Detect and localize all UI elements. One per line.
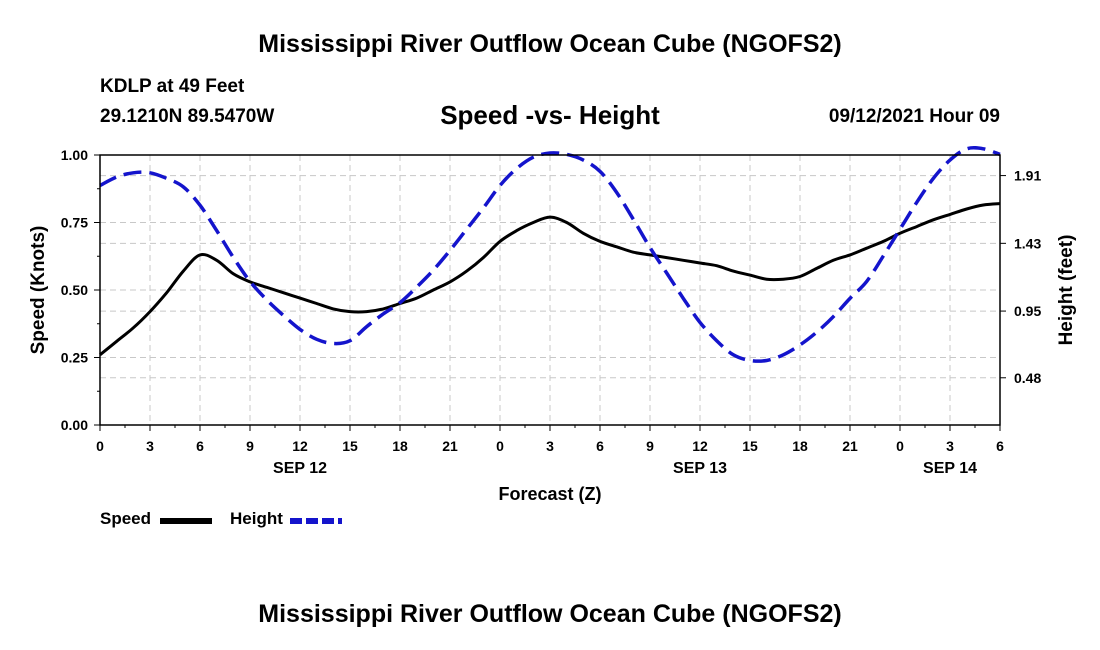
x-tick-label: 6 bbox=[596, 438, 604, 454]
x-tick-label: 3 bbox=[946, 438, 954, 454]
y2-tick-label: 0.48 bbox=[1014, 370, 1041, 386]
y-tick-label: 0.50 bbox=[61, 282, 88, 298]
x-tick-label: 6 bbox=[996, 438, 1004, 454]
legend-speed-label: Speed bbox=[100, 509, 152, 528]
x-tick-label: 0 bbox=[896, 438, 904, 454]
x-tick-label: 6 bbox=[196, 438, 204, 454]
x-tick-label: 9 bbox=[646, 438, 654, 454]
station-name: KDLP at 49 Feet bbox=[100, 76, 245, 97]
x-tick-label: 0 bbox=[96, 438, 104, 454]
x-tick-label: 3 bbox=[146, 438, 154, 454]
y-tick-label: 1.00 bbox=[61, 147, 88, 163]
x-tick-label: 18 bbox=[792, 438, 808, 454]
legend-height-label: Height bbox=[230, 509, 283, 528]
axes: 0 3 6 9 12 15 18 21 0 3 6 9 12 15 18 21 0 3 6 0.00 0.25 0.50 0… bbox=[28, 147, 1077, 504]
y-tick-label: 0.00 bbox=[61, 417, 88, 433]
forecast-datetime: 09/12/2021 Hour 09 bbox=[828, 106, 1000, 127]
x-tick-label: 21 bbox=[442, 438, 458, 454]
station-coordinates: 29.1210N 89.5470W bbox=[100, 106, 275, 127]
y-tick-label: 0.25 bbox=[61, 350, 88, 366]
y2-tick-label: 1.91 bbox=[1014, 168, 1041, 184]
x-tick-label: 15 bbox=[342, 438, 358, 454]
x-tick-label: 12 bbox=[292, 438, 308, 454]
series-line-speed bbox=[99, 202, 1001, 356]
x-tick-label: 3 bbox=[546, 438, 554, 454]
x-tick-label: 21 bbox=[842, 438, 858, 454]
series-layer bbox=[99, 145, 1001, 363]
x-tick-label: 18 bbox=[392, 438, 408, 454]
y-axis-title: Speed (Knots) bbox=[28, 226, 49, 355]
date-label: SEP 12 bbox=[273, 460, 327, 477]
date-label: SEP 13 bbox=[673, 460, 727, 477]
y2-axis-title: Height (feet) bbox=[1056, 235, 1077, 346]
x-tick-label: 0 bbox=[496, 438, 504, 454]
x-axis-title: Forecast (Z) bbox=[498, 484, 601, 504]
chart-footer-title: Mississippi River Outflow Ocean Cube (NG… bbox=[258, 600, 842, 628]
x-tick-label: 15 bbox=[742, 438, 758, 454]
y-tick-label: 0.75 bbox=[61, 215, 88, 231]
date-label: SEP 14 bbox=[923, 460, 977, 477]
y2-tick-label: 1.43 bbox=[1014, 235, 1041, 251]
x-tick-label: 9 bbox=[246, 438, 254, 454]
x-tick-label: 12 bbox=[692, 438, 708, 454]
chart-main-title: Mississippi River Outflow Ocean Cube (NG… bbox=[258, 30, 842, 58]
grid-lines bbox=[100, 155, 1000, 425]
chart-subtitle: Speed -vs- Height bbox=[440, 100, 660, 130]
series-line-height bbox=[99, 145, 1001, 363]
y2-tick-label: 0.95 bbox=[1014, 303, 1041, 319]
